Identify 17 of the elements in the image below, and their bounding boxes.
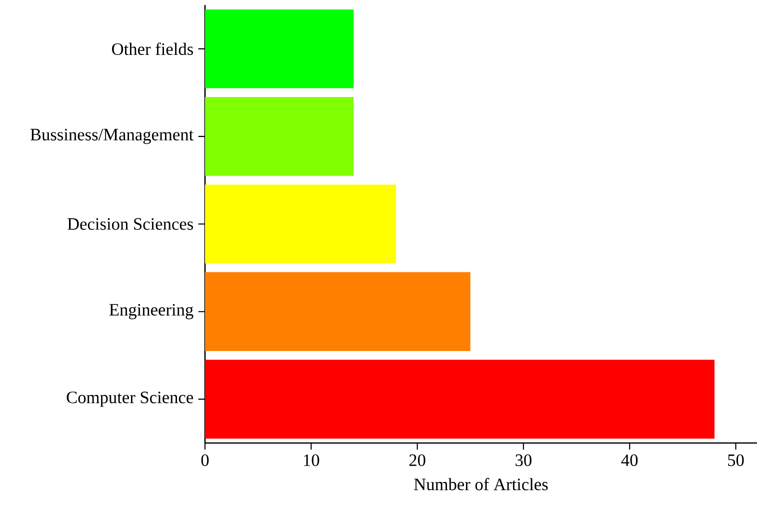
y-tick-label: Other fields bbox=[112, 42, 193, 55]
x-tick-label: 20 bbox=[409, 454, 426, 466]
x-tick-label: 40 bbox=[621, 454, 638, 466]
bar bbox=[205, 9, 354, 88]
bar bbox=[205, 96, 354, 176]
bar bbox=[205, 272, 470, 352]
x-tick-label: 30 bbox=[516, 454, 532, 466]
bar bbox=[205, 360, 715, 439]
x-tick-label: 50 bbox=[728, 454, 744, 466]
y-tick-label: Computer Science bbox=[66, 392, 194, 407]
x-tick-label: 0 bbox=[201, 454, 209, 466]
x-tick-label: 10 bbox=[304, 454, 320, 466]
y-tick-label: Decision Sciences bbox=[68, 218, 194, 230]
x-axis-title: Number of Articles bbox=[414, 478, 548, 490]
y-tick-label: Engineering bbox=[109, 304, 194, 320]
y-tick-label: Bussiness/Management bbox=[30, 128, 194, 144]
bar bbox=[205, 184, 396, 264]
